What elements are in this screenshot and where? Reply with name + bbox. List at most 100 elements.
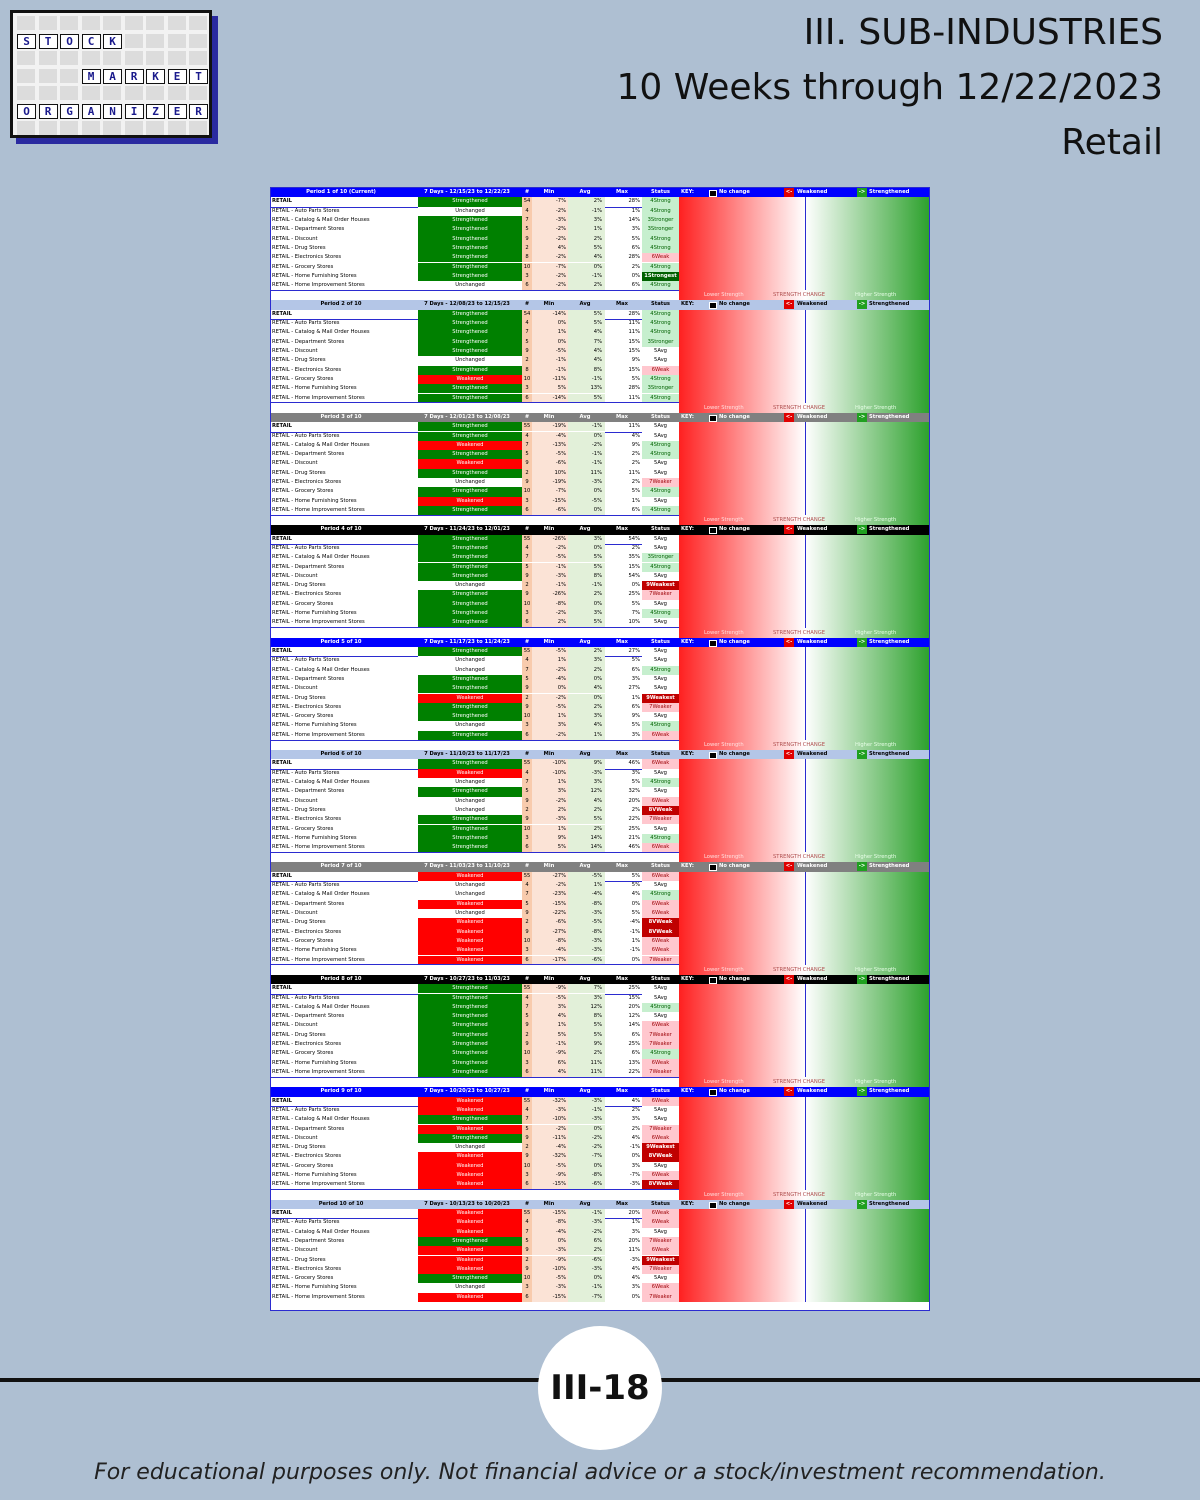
count-cell: 5 xyxy=(522,1012,532,1022)
header-cell: <- xyxy=(784,862,794,872)
logo-cell xyxy=(124,33,143,48)
avg-cell: 11% xyxy=(568,1058,605,1068)
min-cell: -7% xyxy=(532,262,569,272)
logo-cell xyxy=(146,51,164,65)
min-cell: -10% xyxy=(532,1115,569,1125)
max-cell: 12% xyxy=(628,1013,640,1020)
status-cell: Strengthened xyxy=(418,319,522,329)
header-cell: Max xyxy=(615,1088,628,1095)
header-cell: Avg xyxy=(579,638,591,645)
header-cell: Strengthened xyxy=(869,301,910,308)
min-cell: -3% xyxy=(532,216,569,226)
max-cell: 14% xyxy=(628,1022,640,1029)
row-name: RETAIL - Grocery Stores xyxy=(272,488,334,495)
max-cell: 3% xyxy=(631,675,640,682)
header-cell: Status xyxy=(651,975,670,982)
max-cell: 3% xyxy=(631,226,640,233)
header-cell: Period 5 of 10 xyxy=(320,638,362,645)
row-name: RETAIL - Electronics Stores xyxy=(272,1041,342,1047)
avg-cell: -1% xyxy=(568,1105,605,1116)
min-cell: 9% xyxy=(532,833,569,844)
header-cell: 7 Days - 10/27/23 to 11/03/23 xyxy=(424,975,510,982)
block-rule xyxy=(271,402,679,404)
row-name: RETAIL - Grocery Stores xyxy=(272,263,334,270)
industry: Retail xyxy=(1061,122,1163,163)
logo-cell xyxy=(38,121,57,135)
avg-cell: 3% xyxy=(568,656,605,666)
row-name: RETAIL - Catalog & Mail Order Houses xyxy=(272,1003,370,1010)
max-cell: 28% xyxy=(628,385,640,392)
max-cell: 11% xyxy=(628,469,640,476)
min-cell: 2% xyxy=(532,805,569,816)
max-cell: 28% xyxy=(628,198,640,205)
strength-area xyxy=(679,871,929,965)
avg-cell: 2% xyxy=(568,824,605,834)
max-cell: 10% xyxy=(628,619,640,626)
row-name: RETAIL - Catalog & Mail Order Houses xyxy=(272,329,370,336)
row-name: RETAIL - Department Stores xyxy=(272,788,345,795)
count-cell: 7 xyxy=(522,216,532,226)
avg-cell: 0% xyxy=(568,693,605,703)
min-cell: 3% xyxy=(532,721,569,731)
header-cell: Min xyxy=(543,189,555,195)
header-cell: Weakened xyxy=(797,975,828,982)
min-cell: 1% xyxy=(532,778,569,788)
rating-cell: 6Weak xyxy=(642,1096,679,1106)
row-name: RETAIL - Auto Parts Stores xyxy=(272,1106,340,1113)
max-cell: 3% xyxy=(631,1116,640,1123)
min-cell: -15% xyxy=(532,1292,569,1302)
header-cell: 7 Days - 11/17/23 to 11/24/23 xyxy=(424,638,510,645)
scale-label: Higher Strength xyxy=(855,517,897,524)
status-cell: Strengthened xyxy=(418,571,522,582)
min-cell: -5% xyxy=(532,1274,569,1284)
row-name: RETAIL - Drug Stores xyxy=(272,244,326,251)
header-cell: Avg xyxy=(579,526,591,533)
row-name: RETAIL - Grocery Stores xyxy=(272,1275,334,1282)
count-cell: 4 xyxy=(522,1218,532,1228)
rating-cell: 6Weak xyxy=(642,871,679,882)
header-cell: Max xyxy=(615,301,628,308)
rating-cell: 7Weaker xyxy=(642,478,679,488)
status-cell: Strengthened xyxy=(418,993,522,1003)
header-cell: <- xyxy=(784,637,794,647)
rating-cell: 7Weaker xyxy=(642,1067,679,1078)
count-cell: 9 xyxy=(522,478,532,488)
header-cell: Avg xyxy=(579,863,591,870)
status-cell: Weakened xyxy=(418,1264,522,1275)
min-cell: 4% xyxy=(532,1012,569,1022)
avg-cell: 4% xyxy=(568,796,605,806)
period-header: Period 6 of 10 7 Days - 11/10/23 to 11/17… xyxy=(271,750,929,760)
rating-cell: 9Weakest xyxy=(642,1255,679,1265)
status-cell: Strengthened xyxy=(418,225,522,235)
max-cell: 54% xyxy=(628,572,640,579)
logo-letter: E xyxy=(167,103,187,119)
rating-cell: 9Weakest xyxy=(642,693,679,703)
scale-label: Lower Strength xyxy=(704,292,744,299)
min-cell: -2% xyxy=(532,206,569,216)
min-cell: -2% xyxy=(532,609,569,619)
row-name: RETAIL - Auto Parts Stores xyxy=(272,657,340,664)
min-cell: -2% xyxy=(532,225,569,235)
max-cell: 11% xyxy=(628,329,640,336)
row-name: RETAIL - Catalog & Mail Order Houses xyxy=(272,441,370,448)
scale-footer: Lower Strength STRENGTH CHANGE Higher Stre… xyxy=(679,290,929,301)
row-name: RETAIL - Catalog & Mail Order Houses xyxy=(272,891,370,898)
rating-cell: 4Strong xyxy=(642,833,679,844)
header-cell: Min xyxy=(543,301,555,308)
row-name: RETAIL - Drug Stores xyxy=(272,694,326,701)
rating-cell: 6Weak xyxy=(642,1218,679,1228)
scale-footer: Lower Strength STRENGTH CHANGE Higher Stre… xyxy=(679,964,929,975)
min-cell: 3% xyxy=(532,1002,569,1013)
rating-cell: 4Strong xyxy=(642,243,679,254)
max-cell: 2% xyxy=(631,544,640,551)
header-cell: KEY: xyxy=(681,638,694,645)
logo-cell xyxy=(124,86,143,100)
strength-area xyxy=(679,759,929,853)
avg-cell: 3% xyxy=(568,216,605,226)
header-cell: # xyxy=(524,526,530,533)
header-cell: Period 2 of 10 xyxy=(320,301,362,308)
status-cell: Strengthened xyxy=(418,684,522,694)
max-cell: 15% xyxy=(628,994,640,1001)
max-cell: 2% xyxy=(631,806,640,813)
min-cell: -19% xyxy=(532,478,569,488)
